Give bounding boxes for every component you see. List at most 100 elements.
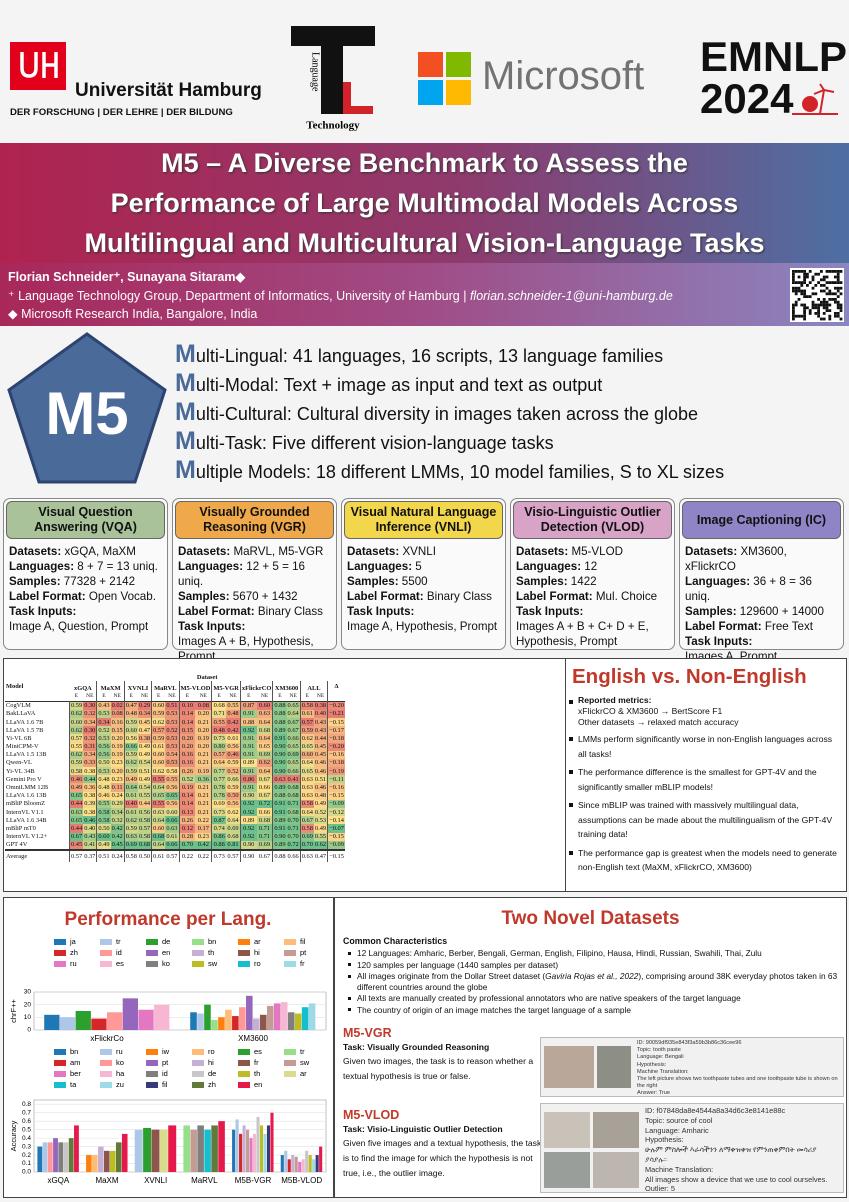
x-tick-label: XVNLI: [144, 1176, 167, 1185]
table-cell: 0.56: [226, 799, 241, 808]
bar: [239, 1133, 243, 1172]
qr-cell: [811, 292, 815, 296]
table-row: LLaVA 1.6 13B 0.65 0.38 0.46 0.24 0.61 0.55 0.6…: [5, 791, 345, 800]
table-cell: 0.69: [256, 750, 273, 759]
qr-cell: [794, 292, 798, 296]
table-cell: 0.20: [110, 734, 125, 743]
bar: [256, 1116, 260, 1172]
table-cell: 0.90: [272, 767, 287, 776]
qr-cell: [839, 270, 843, 273]
qr-cell: [820, 284, 823, 287]
qr-cell: [834, 312, 837, 315]
table-cell: 0.23: [110, 758, 125, 768]
bar: [98, 1146, 104, 1172]
table-cell: −0.15: [327, 832, 345, 841]
qr-cell: [820, 317, 823, 321]
qr-cell: [800, 292, 804, 296]
table-cell: 0.87: [239, 701, 257, 710]
table-cell: 0.89: [239, 758, 257, 768]
qr-cell: [822, 317, 826, 321]
table-cell: 0.42: [195, 840, 212, 850]
sub-header: NE: [226, 692, 241, 702]
x-tick-label: M5B-VLOD: [281, 1176, 322, 1185]
qr-cell: [808, 309, 812, 312]
table-cell: 0.34: [110, 808, 125, 817]
table-cell: 0.58: [96, 816, 111, 825]
qr-cell: [800, 270, 804, 273]
table-cell: 0.62: [69, 726, 84, 735]
table-row: Yi-VL 34B 0.58 0.38 0.53 0.20 0.59 0.51 0.62 0.5…: [5, 767, 345, 776]
table-cell: 0.71: [286, 824, 301, 833]
table-cell: 0.64: [256, 767, 273, 776]
table-cell: 0.89: [272, 840, 287, 850]
table-cell: 0.43: [313, 726, 328, 735]
model-name: Yi-VL 6B: [6, 734, 32, 742]
table-cell: 0.60: [151, 701, 166, 710]
table-cell: 0.58: [299, 701, 314, 710]
bar: [53, 1138, 58, 1172]
table-cell: 0.60: [299, 750, 314, 759]
table-cell: 0.64: [299, 808, 314, 817]
model-name: InternVL V1.1: [6, 808, 44, 816]
qr-cell: [828, 281, 832, 284]
bar: [197, 1013, 204, 1030]
bullet: The performance gap is greatest when the…: [569, 846, 840, 875]
table-cell: 0.65: [69, 791, 84, 800]
legend-label: ru: [70, 959, 77, 968]
table-cell: 0.61: [123, 791, 138, 800]
qr-cell: [828, 303, 832, 307]
qr-cell: [836, 275, 840, 279]
table-cell: 0.56: [226, 742, 241, 751]
table-cell: 0.52: [313, 808, 328, 817]
task-label: Label Format:: [347, 590, 424, 603]
qr-cell: [808, 295, 812, 298]
table-cell: 0.89: [272, 783, 287, 792]
table-cell: 0.63: [299, 783, 314, 792]
table-cell: 0.64: [256, 734, 273, 743]
qr-cell: [836, 270, 840, 273]
table-cell: 0.63: [272, 775, 287, 784]
qr-cell: [797, 275, 801, 279]
qr-code: [790, 268, 844, 322]
table-cell: 0.70: [286, 832, 301, 841]
bar: [225, 1009, 232, 1030]
legend-swatch: [238, 961, 250, 967]
table-cell: 0.59: [69, 701, 84, 710]
task-title: Visually Grounded Reasoning (VGR): [175, 501, 334, 539]
task-row: Datasets: MaRVL, M5-VGR: [178, 544, 331, 559]
table-cell: 0.62: [256, 758, 273, 768]
table-cell: 0.59: [123, 767, 138, 776]
model-name: MiniCPM-V: [6, 743, 39, 751]
table-cell: 0.66: [286, 734, 301, 743]
common-title: Common Characteristics: [343, 936, 448, 946]
table-cell: 0.72: [256, 799, 273, 808]
task-label: Task Inputs:: [347, 605, 415, 618]
y-axis-label: chrF++: [9, 999, 18, 1023]
email: florian.schneider-1@uni-hamburg.de: [469, 289, 673, 303]
table-row: InternVL V1.2+ 0.67 0.43 0.60 0.42 0.63 0.58 0.…: [5, 832, 345, 841]
table-cell: 0.69: [299, 832, 314, 841]
vgr-card: ID: 90059df935e843f3a59b3b86c36cee96 Topi…: [540, 1037, 844, 1097]
table-cell: −0.09: [327, 799, 345, 808]
table-cell: 0.90: [239, 791, 257, 800]
qr-cell: [834, 300, 837, 304]
citation: Gaviria Rojas et al., 2022: [545, 971, 639, 981]
table-row: BakLLaVA 0.62 0.32 0.53 0.08 0.48 0.34 0.59 0.53…: [5, 709, 345, 718]
table-cell: 0.63: [165, 824, 179, 833]
qr-cell: [820, 300, 823, 304]
qr-cell: [800, 289, 804, 293]
qr-cell: [806, 284, 809, 287]
legend-swatch: [100, 1071, 112, 1077]
table-cell: 0.41: [83, 840, 97, 850]
sub-header: NE: [137, 692, 152, 702]
table-cell: 0.62: [69, 709, 84, 718]
table-cell: 0.60: [165, 808, 179, 817]
legend-label: ko: [116, 1058, 124, 1067]
feature-initial: M: [175, 427, 196, 455]
bar: [315, 1155, 319, 1172]
task-value: Binary Class: [257, 605, 323, 618]
legend-label: de: [208, 1069, 216, 1078]
bar: [151, 1129, 160, 1172]
table-cell: 0.55: [151, 799, 166, 808]
task-label: Task Inputs:: [516, 605, 584, 618]
